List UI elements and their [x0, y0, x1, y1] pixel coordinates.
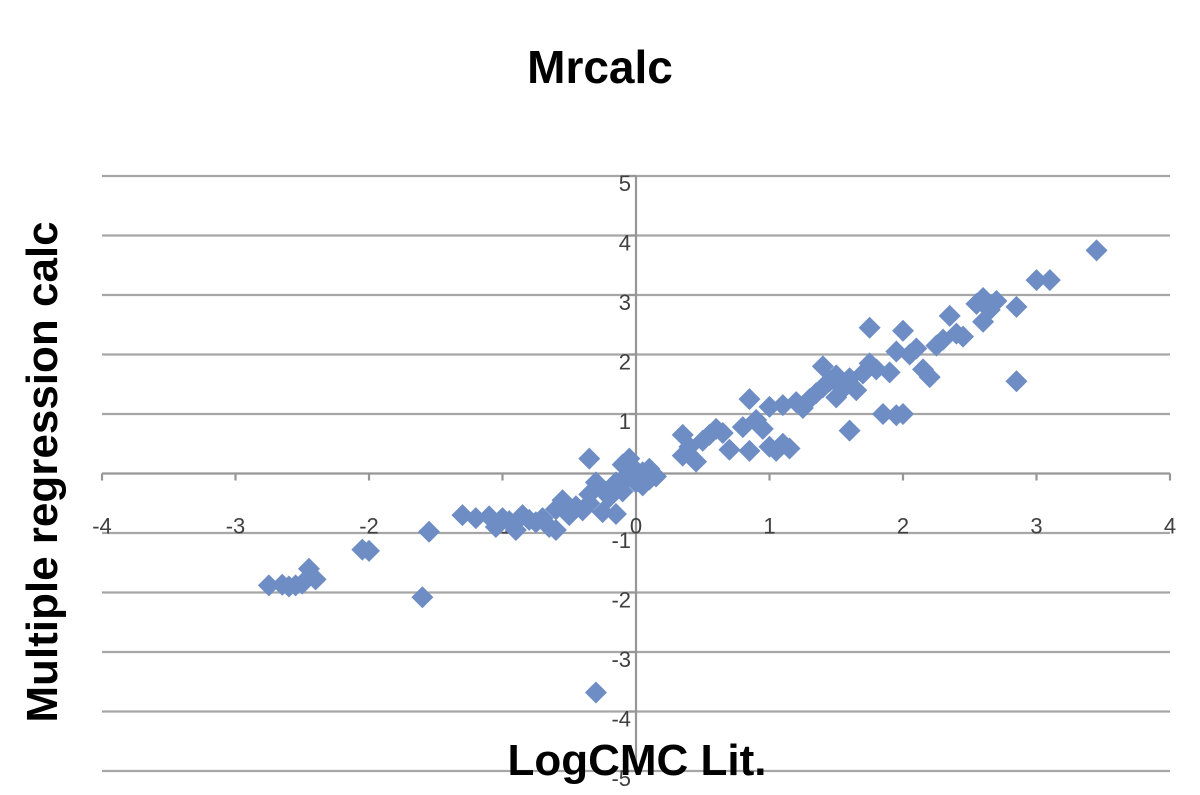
y-axis-title: Multiple regression calc — [18, 221, 67, 722]
data-point — [738, 388, 761, 411]
data-point — [858, 316, 881, 339]
data-point — [871, 403, 894, 425]
y-tick-label: 1 — [619, 409, 631, 434]
y-tick-label: -1 — [611, 528, 631, 553]
data-point — [544, 519, 567, 542]
data-point — [738, 439, 761, 462]
data-point — [618, 447, 641, 470]
data-point — [845, 379, 868, 402]
data-point — [918, 366, 941, 389]
y-tick-label: 3 — [619, 290, 631, 315]
data-point — [304, 568, 327, 591]
y-tick-label: 4 — [619, 231, 631, 256]
data-point — [418, 520, 441, 543]
data-point — [718, 438, 741, 461]
data-point — [985, 289, 1008, 312]
data-point — [591, 501, 614, 524]
y-tick-label: -5 — [611, 766, 631, 791]
data-point — [685, 450, 708, 473]
data-point — [1085, 239, 1108, 262]
data-point — [892, 319, 914, 342]
data-point — [464, 507, 487, 530]
data-point — [1005, 295, 1028, 318]
x-tick-label: -3 — [226, 514, 246, 539]
x-tick-label: 1 — [763, 514, 775, 539]
data-point — [1038, 269, 1061, 292]
data-point — [578, 447, 601, 470]
data-point — [604, 502, 627, 525]
data-point — [751, 417, 774, 440]
data-point — [711, 422, 734, 445]
data-point — [938, 304, 961, 327]
y-tick-label: -4 — [611, 707, 631, 732]
chart-title: Mrcalc — [527, 41, 673, 93]
data-point — [645, 465, 668, 488]
x-tick-label: 3 — [1030, 514, 1042, 539]
data-point — [892, 403, 914, 425]
data-point — [411, 586, 434, 609]
x-tick-label: 2 — [897, 514, 909, 539]
data-point — [558, 504, 581, 527]
data-point — [878, 361, 901, 384]
data-point — [1025, 269, 1048, 292]
x-tick-label: 0 — [630, 514, 642, 539]
data-point — [905, 337, 928, 360]
x-tick-label: -4 — [92, 514, 112, 539]
data-point — [778, 437, 801, 460]
x-axis-title: LogCMC Lit. — [507, 736, 766, 785]
data-point — [584, 681, 607, 704]
y-tick-label: 5 — [619, 171, 631, 196]
x-tick-label: -2 — [359, 514, 379, 539]
data-point — [257, 574, 280, 597]
x-tick-label: 4 — [1164, 514, 1176, 539]
data-point — [952, 325, 975, 348]
data-point — [1005, 370, 1028, 393]
y-tick-label: -2 — [611, 588, 631, 613]
y-tick-label: 2 — [619, 350, 631, 375]
data-point — [358, 539, 380, 562]
data-point — [838, 419, 861, 442]
y-tick-label: -3 — [611, 647, 631, 672]
data-point — [758, 395, 781, 418]
data-points — [257, 239, 1108, 704]
